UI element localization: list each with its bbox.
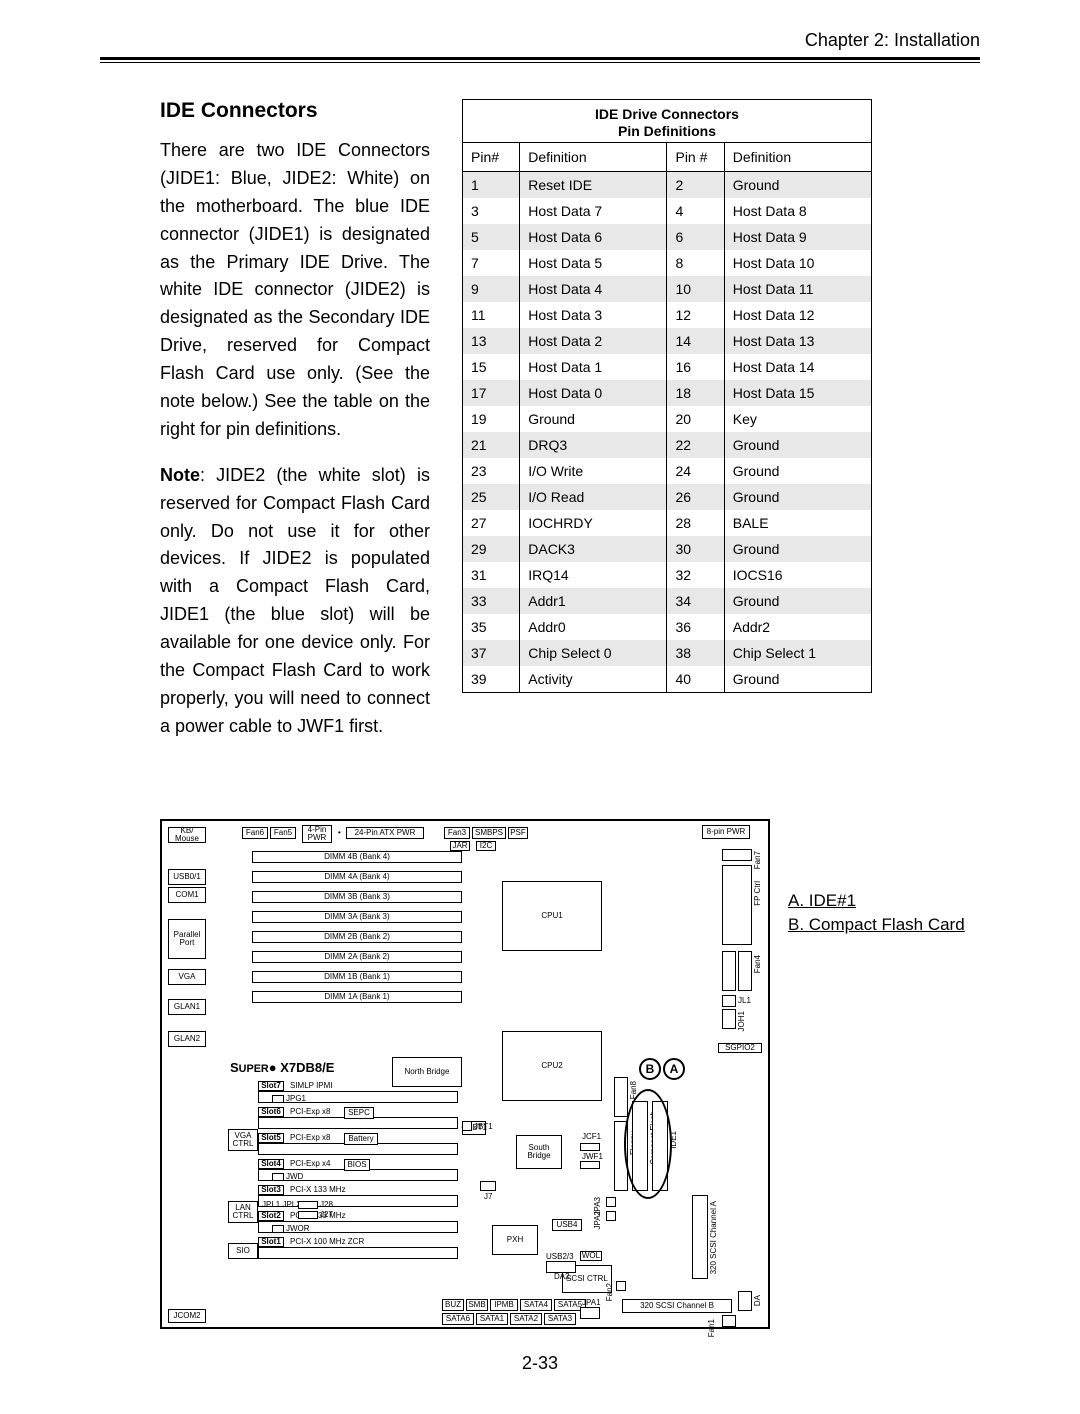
note-label: Note xyxy=(160,465,200,485)
table-row: 35Addr036Addr2 xyxy=(463,614,872,640)
table-row: 1Reset IDE2Ground xyxy=(463,171,872,198)
legend-a: A. IDE#1 xyxy=(788,889,965,913)
paragraph-1: There are two IDE Connectors (JIDE1: Blu… xyxy=(160,137,430,444)
chapter-header: Chapter 2: Installation xyxy=(100,30,980,57)
table-row: 5Host Data 66Host Data 9 xyxy=(463,224,872,250)
legend-b: B. Compact Flash Card xyxy=(788,913,965,937)
table-row: 25I/O Read26Ground xyxy=(463,484,872,510)
pin-definitions-table: IDE Drive ConnectorsPin Definitions Pin#… xyxy=(462,99,872,693)
table-row: 13Host Data 214Host Data 13 xyxy=(463,328,872,354)
table-row: 29DACK330Ground xyxy=(463,536,872,562)
table-row: 7Host Data 58Host Data 10 xyxy=(463,250,872,276)
table-row: 23I/O Write24Ground xyxy=(463,458,872,484)
note-text: : JIDE2 (the white slot) is reserved for… xyxy=(160,465,430,736)
table-header-row: Pin# Definition Pin # Definition xyxy=(463,142,872,171)
motherboard-diagram: KB/ MouseUSB0/1COM1Parallel PortVGAGLAN1… xyxy=(160,819,770,1329)
page-number: 2-33 xyxy=(100,1353,980,1374)
table-row: 11Host Data 312Host Data 12 xyxy=(463,302,872,328)
header-rule xyxy=(100,57,980,63)
paragraph-2: Note: JIDE2 (the white slot) is reserved… xyxy=(160,462,430,741)
table-row: 39Activity40Ground xyxy=(463,666,872,693)
table-row: 21DRQ322Ground xyxy=(463,432,872,458)
table-row: 27IOCHRDY28BALE xyxy=(463,510,872,536)
table-row: 17Host Data 018Host Data 15 xyxy=(463,380,872,406)
table-row: 3Host Data 74Host Data 8 xyxy=(463,198,872,224)
table-title: IDE Drive ConnectorsPin Definitions xyxy=(463,100,872,143)
table-row: 19Ground20Key xyxy=(463,406,872,432)
table-row: 31IRQ1432IOCS16 xyxy=(463,562,872,588)
section-title: IDE Connectors xyxy=(160,99,430,123)
table-row: 37Chip Select 038Chip Select 1 xyxy=(463,640,872,666)
table-row: 33Addr134Ground xyxy=(463,588,872,614)
table-row: 15Host Data 116Host Data 14 xyxy=(463,354,872,380)
table-row: 9Host Data 410Host Data 11 xyxy=(463,276,872,302)
diagram-legend: A. IDE#1 B. Compact Flash Card xyxy=(788,819,965,937)
